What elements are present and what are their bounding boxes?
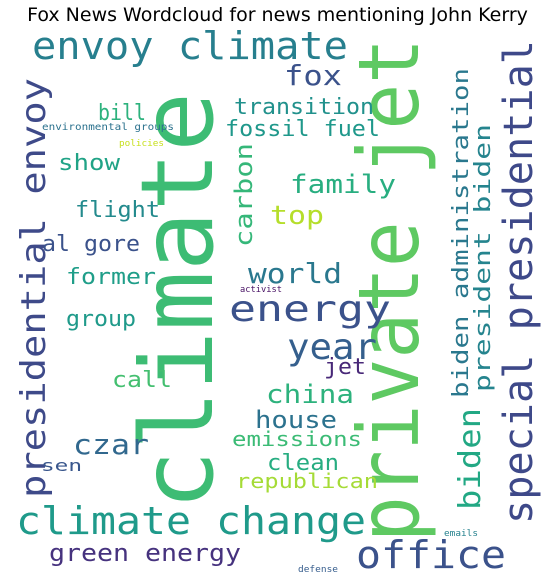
word-bill: bill <box>98 101 146 126</box>
word-fox: fox <box>284 59 342 92</box>
word-presidential-envoy: presidential envoy <box>14 78 54 498</box>
word-green-energy: green energy <box>49 539 241 567</box>
word-energy: energy <box>229 289 391 330</box>
word-world: world <box>248 257 342 290</box>
word-czar: czar <box>73 428 149 461</box>
word-policies: policies <box>119 139 164 149</box>
word-environmental-groups: environmental groups <box>42 122 174 133</box>
word-year: year <box>287 327 377 368</box>
word-group: group <box>66 307 136 332</box>
word-fossil-fuel: fossil fuel <box>225 117 380 142</box>
word-special-presidential: special presidential <box>496 40 542 524</box>
word-president-biden: president biden <box>471 124 496 392</box>
word-house: house <box>255 406 337 434</box>
word-biden: biden <box>453 408 488 510</box>
word-al-gore: al gore <box>42 232 140 257</box>
word-envoy-climate: envoy climate <box>32 24 348 68</box>
word-biden-administration: biden administration <box>449 68 474 398</box>
word-defense: defense <box>298 565 338 575</box>
word-former: former <box>66 265 156 290</box>
word-sen: sen <box>41 456 82 475</box>
word-jet: jet <box>324 355 366 380</box>
word-clean: clean <box>267 451 339 476</box>
word-climate: climate <box>119 92 236 510</box>
word-call: call <box>112 368 172 393</box>
word-republican: republican <box>236 469 378 493</box>
word-carbon: carbon <box>230 143 258 247</box>
word-china: china <box>266 380 354 410</box>
word-office: office <box>356 533 506 575</box>
word-transition: transition <box>234 95 374 120</box>
word-top: top <box>270 201 324 231</box>
word-flight: flight <box>75 198 160 223</box>
chart-title: Fox News Wordcloud for news mentioning J… <box>27 4 528 26</box>
word-climate-change: climate change <box>16 499 366 543</box>
word-activist: activist <box>240 285 282 295</box>
word-emissions: emissions <box>232 427 362 451</box>
word-family: family <box>290 170 396 200</box>
word-show: show <box>58 151 121 176</box>
word-emails: emails <box>444 529 478 539</box>
word-private-jet: private jet <box>340 38 438 542</box>
